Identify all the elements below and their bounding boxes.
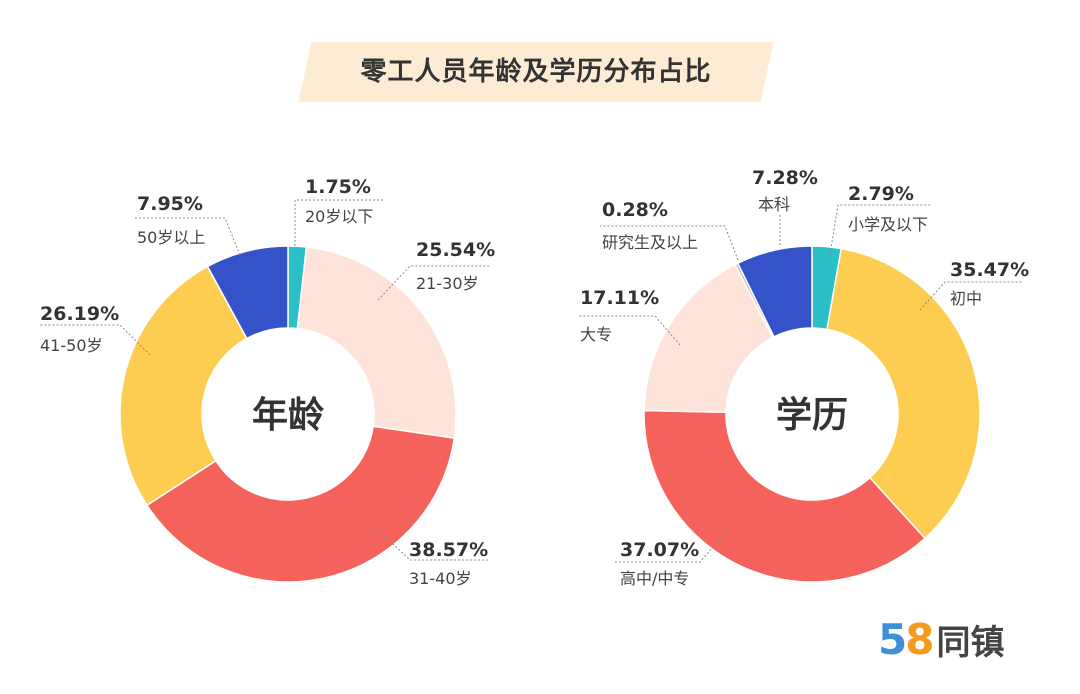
age-center-label: 年龄	[252, 395, 324, 436]
leader-line	[377, 265, 490, 301]
age-slice-1	[296, 246, 457, 439]
edu-label-pct-postgrad: 0.28%	[602, 199, 668, 221]
age-slice-3	[119, 265, 248, 507]
age-label-pct-41-50: 26.19%	[40, 303, 119, 325]
edu-label-pct-bachelor: 7.28%	[752, 167, 818, 189]
edu-label-pct-senior: 37.07%	[620, 539, 699, 561]
leader-line	[377, 529, 490, 561]
edu-label-cat-senior: 高中/中专	[620, 569, 689, 588]
edu-label-pct-college: 17.11%	[580, 287, 659, 309]
leader-line	[829, 204, 930, 255]
edu-label-cat-college: 大专	[580, 325, 612, 344]
age-label-pct-31-40: 38.57%	[409, 539, 488, 561]
education-center-label: 学历	[776, 394, 848, 436]
edu-label-cat-primary: 小学及以下	[848, 215, 928, 234]
leader-line	[919, 281, 1022, 311]
age-slice-2	[145, 425, 456, 583]
brand-digit-8: 8	[905, 614, 934, 664]
brand-number: 58	[878, 614, 934, 664]
edu-slice-2	[643, 409, 927, 583]
leader-line	[615, 524, 733, 563]
edu-slice-3	[643, 263, 774, 413]
brand-name: 同镇	[936, 622, 1005, 663]
age-label-cat-50-over: 50岁以上	[137, 228, 205, 247]
edu-slice-1	[826, 247, 981, 540]
edu-label-cat-junior: 初中	[950, 289, 982, 308]
leader-line	[578, 315, 681, 346]
age-label-cat-20-under: 20岁以下	[305, 207, 373, 226]
brand-digit-5: 5	[878, 614, 907, 664]
age-label-cat-21-30: 21-30岁	[416, 274, 479, 293]
leader-line	[294, 199, 385, 246]
edu-label-pct-primary: 2.79%	[848, 183, 914, 205]
age-donut	[119, 245, 457, 583]
edu-label-pct-junior: 35.47%	[950, 259, 1029, 281]
age-slice-4	[206, 245, 289, 340]
edu-label-cat-postgrad: 研究生及以上	[602, 233, 698, 252]
leader-line	[600, 225, 739, 261]
age-label-cat-31-40: 31-40岁	[409, 569, 472, 588]
leader-line	[135, 217, 241, 256]
age-label-cat-41-50: 41-50岁	[40, 336, 103, 355]
age-label-pct-21-30: 25.54%	[416, 239, 495, 261]
education-donut	[643, 245, 981, 583]
edu-label-cat-bachelor: 本科	[758, 195, 790, 214]
edu-slice-5	[736, 245, 813, 338]
brand-logo: 58 同镇	[878, 614, 1005, 664]
chart-title: 零工人员年龄及学历分布占比	[360, 57, 712, 87]
age-label-pct-20-under: 1.75%	[305, 176, 371, 198]
age-label-pct-50-over: 7.95%	[137, 193, 203, 215]
